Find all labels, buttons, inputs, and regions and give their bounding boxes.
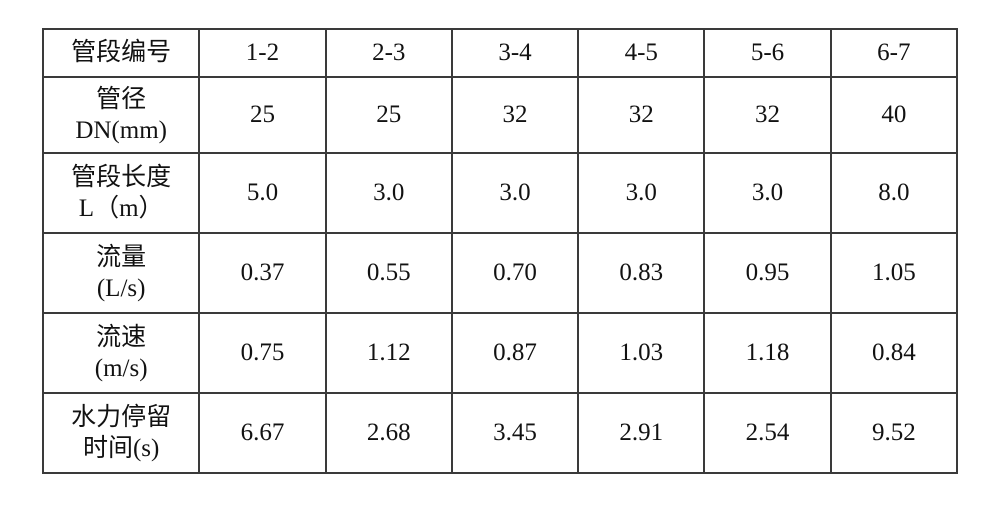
row-header: 管段长度 L（m） bbox=[43, 153, 199, 233]
table-cell: 40 bbox=[831, 77, 957, 153]
table-cell: 1.05 bbox=[831, 233, 957, 313]
table-cell: 25 bbox=[326, 77, 452, 153]
table-cell: 25 bbox=[199, 77, 325, 153]
table-cell: 3.0 bbox=[452, 153, 578, 233]
row-header-line1: 水力停留 bbox=[71, 404, 171, 431]
table-cell: 0.95 bbox=[704, 233, 830, 313]
table-cell: 8.0 bbox=[831, 153, 957, 233]
table-cell: 32 bbox=[704, 77, 830, 153]
table-header-row: 管段编号 1-2 2-3 3-4 4-5 5-6 6-7 bbox=[43, 29, 957, 77]
table-cell: 2.68 bbox=[326, 393, 452, 473]
table-cell: 32 bbox=[578, 77, 704, 153]
table-cell: 3.45 bbox=[452, 393, 578, 473]
row-header-line1: 流量 bbox=[96, 244, 146, 271]
row-header: 水力停留 时间(s) bbox=[43, 393, 199, 473]
table-cell: 0.83 bbox=[578, 233, 704, 313]
table-cell: 3.0 bbox=[578, 153, 704, 233]
row-header-line2: L（m） bbox=[79, 195, 164, 222]
table-cell: 5.0 bbox=[199, 153, 325, 233]
table-cell: 0.55 bbox=[326, 233, 452, 313]
row-header-line2: (m/s) bbox=[95, 355, 148, 382]
table-cell: 1.12 bbox=[326, 313, 452, 393]
table-cell: 2.91 bbox=[578, 393, 704, 473]
col-header-5: 5-6 bbox=[704, 29, 830, 77]
table-row: 管径 DN(mm) 25 25 32 32 32 40 bbox=[43, 77, 957, 153]
row-header-line2: 时间(s) bbox=[83, 435, 159, 462]
table-cell: 1.18 bbox=[704, 313, 830, 393]
table-row: 流速 (m/s) 0.75 1.12 0.87 1.03 1.18 0.84 bbox=[43, 313, 957, 393]
table-cell: 6.67 bbox=[199, 393, 325, 473]
row-header-line2: (L/s) bbox=[97, 275, 146, 302]
table-cell: 9.52 bbox=[831, 393, 957, 473]
col-header-3: 3-4 bbox=[452, 29, 578, 77]
row-header-line1: 管径 bbox=[96, 86, 146, 113]
row-header: 流速 (m/s) bbox=[43, 313, 199, 393]
row-header-line1: 管段长度 bbox=[71, 164, 171, 191]
col-header-1: 1-2 bbox=[199, 29, 325, 77]
table-cell: 3.0 bbox=[326, 153, 452, 233]
table-cell: 32 bbox=[452, 77, 578, 153]
table-cell: 3.0 bbox=[704, 153, 830, 233]
table-row: 流量 (L/s) 0.37 0.55 0.70 0.83 0.95 1.05 bbox=[43, 233, 957, 313]
table-cell: 0.84 bbox=[831, 313, 957, 393]
pipe-parameters-table: 管段编号 1-2 2-3 3-4 4-5 5-6 6-7 管径 DN(mm) 2… bbox=[42, 28, 958, 474]
row-header-line1: 流速 bbox=[96, 324, 146, 351]
table-cell: 0.37 bbox=[199, 233, 325, 313]
table-cell: 0.70 bbox=[452, 233, 578, 313]
table-cell: 1.03 bbox=[578, 313, 704, 393]
col-header-param: 管段编号 bbox=[43, 29, 199, 77]
col-header-6: 6-7 bbox=[831, 29, 957, 77]
table-row: 水力停留 时间(s) 6.67 2.68 3.45 2.91 2.54 9.52 bbox=[43, 393, 957, 473]
table-cell: 0.87 bbox=[452, 313, 578, 393]
table-cell: 2.54 bbox=[704, 393, 830, 473]
table-row: 管段长度 L（m） 5.0 3.0 3.0 3.0 3.0 8.0 bbox=[43, 153, 957, 233]
col-header-4: 4-5 bbox=[578, 29, 704, 77]
page-container: 管段编号 1-2 2-3 3-4 4-5 5-6 6-7 管径 DN(mm) 2… bbox=[0, 0, 1000, 520]
col-header-2: 2-3 bbox=[326, 29, 452, 77]
table-cell: 0.75 bbox=[199, 313, 325, 393]
row-header-line2: DN(mm) bbox=[75, 117, 167, 144]
row-header: 流量 (L/s) bbox=[43, 233, 199, 313]
row-header: 管径 DN(mm) bbox=[43, 77, 199, 153]
